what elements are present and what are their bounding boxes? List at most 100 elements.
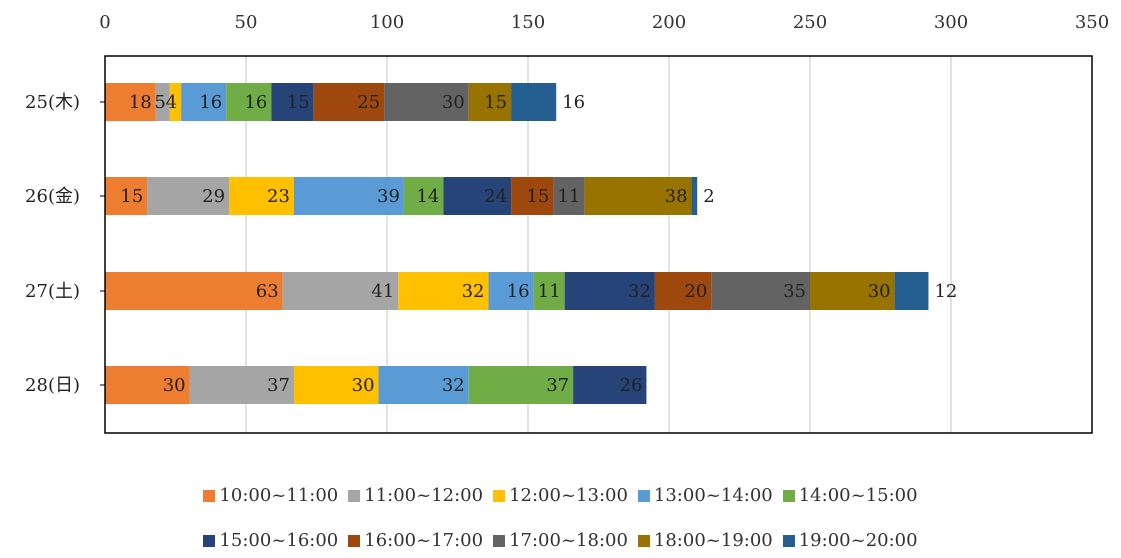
bar-segment	[488, 272, 534, 310]
data-label: 24	[484, 186, 507, 207]
bar-segment	[468, 83, 512, 121]
data-label: 37	[546, 375, 569, 396]
bar-segments	[105, 83, 929, 404]
data-label: 32	[462, 281, 485, 302]
bar-segment	[894, 272, 929, 310]
data-label: 30	[352, 375, 375, 396]
data-label: 30	[163, 375, 186, 396]
data-label: 11	[557, 186, 580, 207]
bar-segment	[398, 272, 489, 310]
bar-segment	[282, 272, 399, 310]
data-label: 15	[526, 186, 549, 207]
bar-segment	[378, 366, 469, 404]
data-label: 15	[484, 92, 507, 113]
data-label: 4	[166, 92, 177, 113]
data-label: 16	[244, 92, 267, 113]
legend-label: 16:00~17:00	[364, 530, 484, 551]
bar-segment	[584, 177, 692, 215]
data-label: 41	[371, 281, 394, 302]
data-label: 32	[442, 375, 465, 396]
bar-segment	[271, 83, 314, 121]
x-tick-label: 50	[235, 12, 258, 33]
legend-swatch	[637, 489, 650, 502]
legend-item: 13:00~14:00	[637, 485, 773, 506]
legend-swatch	[637, 534, 650, 547]
x-tick-label: 100	[370, 12, 404, 33]
bar-segment	[810, 272, 895, 310]
legend-item: 10:00~11:00	[203, 485, 338, 506]
legend-item: 16:00~17:00	[348, 530, 483, 551]
bar-segment	[553, 177, 585, 215]
data-labels: 18 5 4 16 16 15 25 30 15 16 15 29 23 39 14 24 15 11 38 2 63 4…	[120, 92, 957, 396]
category-label: 25(木)	[25, 92, 80, 113]
legend-swatch	[493, 489, 506, 502]
bar-segment	[105, 177, 148, 215]
x-tick-label: 350	[1075, 12, 1109, 33]
category-label: 26(金)	[25, 186, 80, 207]
data-label: 26	[620, 375, 643, 396]
bar-segment	[511, 83, 557, 121]
bar-segment	[564, 272, 655, 310]
legend-row-1: 10:00~11:00 11:00~12:00 12:00~13:00 13:00~1…	[0, 485, 1121, 506]
legend-item: 14:00~15:00	[782, 485, 918, 506]
x-tick-label: 150	[511, 12, 545, 33]
bar-segment	[155, 83, 170, 121]
data-label: 11	[538, 281, 561, 302]
bar-segment	[293, 366, 379, 404]
legend-label: 15:00~16:00	[219, 530, 339, 551]
legend-label: 12:00~13:00	[509, 485, 628, 506]
legend-item: 18:00~19:00	[637, 530, 773, 551]
bar-segment	[711, 272, 810, 310]
bar-segment	[691, 177, 698, 215]
data-label: 20	[684, 281, 707, 302]
bar-segment	[105, 272, 283, 310]
data-label: 15	[287, 92, 310, 113]
plot-area-border	[104, 55, 1093, 434]
data-label: 23	[267, 186, 290, 207]
legend-swatch	[348, 489, 361, 502]
data-label: 32	[628, 281, 651, 302]
data-label: 29	[202, 186, 225, 207]
bar-segment	[533, 272, 565, 310]
data-label: 30	[442, 92, 465, 113]
legend-label: 17:00~18:00	[509, 530, 628, 551]
legend-swatch	[782, 534, 795, 547]
data-label: 16	[562, 92, 585, 113]
legend-label: 19:00~20:00	[798, 530, 918, 551]
legend-label: 14:00~15:00	[798, 485, 918, 506]
category-label: 27(土)	[25, 281, 80, 302]
data-label: 14	[416, 186, 439, 207]
legend-swatch	[348, 534, 361, 547]
x-tick-label: 300	[934, 12, 968, 33]
legend-item: 11:00~12:00	[348, 485, 483, 506]
bar-segment	[468, 366, 574, 404]
bar-segment	[169, 83, 182, 121]
bar-segment	[573, 366, 647, 404]
legend-swatch	[203, 534, 216, 547]
data-label: 25	[357, 92, 380, 113]
x-tick-label: 200	[652, 12, 686, 33]
data-label: 12	[934, 281, 957, 302]
data-label: 63	[256, 281, 279, 302]
bar-segment	[189, 366, 294, 404]
bar-segment	[443, 177, 512, 215]
legend-label: 10:00~11:00	[219, 485, 339, 506]
data-label: 37	[267, 375, 290, 396]
data-label: 16	[199, 92, 222, 113]
bar-segment	[147, 177, 230, 215]
bar-segment	[511, 177, 554, 215]
legend-label: 18:00~19:00	[653, 530, 773, 551]
legend-label: 13:00~14:00	[653, 485, 773, 506]
x-tick-label: 250	[793, 12, 827, 33]
legend-item: 12:00~13:00	[493, 485, 628, 506]
legend-row-2: 15:00~16:00 16:00~17:00 17:00~18:00 18:00~1…	[0, 530, 1121, 551]
bar-segment	[403, 177, 444, 215]
bar-segment	[313, 83, 385, 121]
data-label: 38	[665, 186, 688, 207]
data-label: 15	[120, 186, 143, 207]
data-label: 5	[154, 92, 165, 113]
legend-item: 17:00~18:00	[493, 530, 628, 551]
bar-segment	[293, 177, 404, 215]
bar-segment	[105, 366, 190, 404]
x-tick-labels: 0 50 100 150 200 250 300 350	[99, 12, 1109, 33]
